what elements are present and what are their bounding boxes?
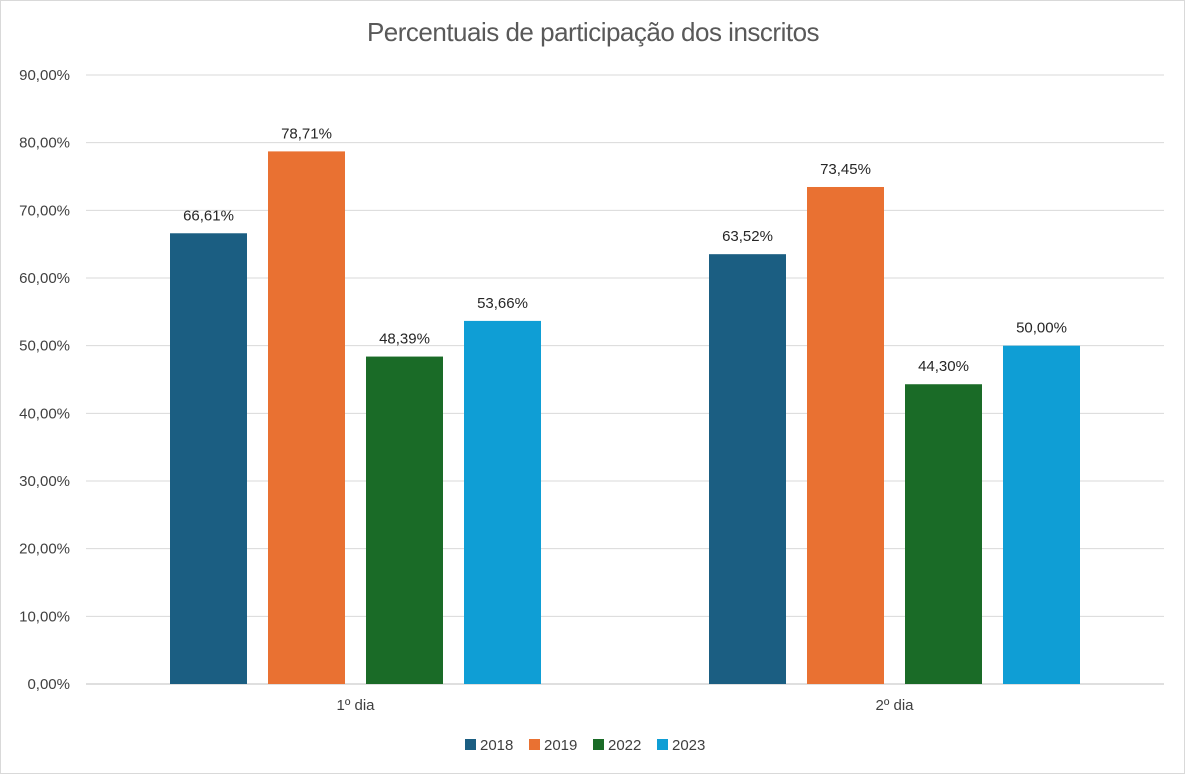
bar-2019-1 bbox=[268, 151, 345, 685]
data-label: 63,52% bbox=[722, 228, 773, 245]
bar-2018-1 bbox=[170, 233, 247, 684]
y-tick-label: 60,00% bbox=[19, 270, 70, 287]
bar-2022-2 bbox=[905, 384, 982, 684]
bar-2022-1 bbox=[366, 356, 443, 684]
legend-label: 2018 bbox=[480, 737, 513, 754]
data-label: 48,39% bbox=[379, 331, 430, 348]
y-tick-label: 20,00% bbox=[19, 541, 70, 558]
x-tick-label: 1º dia bbox=[336, 697, 375, 714]
data-label: 73,45% bbox=[820, 161, 871, 178]
legend-swatch-2022 bbox=[593, 739, 604, 750]
legend: 2018 2019 2022 2023 bbox=[465, 737, 705, 754]
y-axis-ticks: 0,00% 10,00% 20,00% 30,00% 40,00% 50,00% 60,00… bbox=[19, 67, 70, 693]
chart-title: Percentuais de participação dos inscrito… bbox=[367, 17, 820, 47]
legend-label: 2019 bbox=[544, 737, 577, 754]
data-label: 66,61% bbox=[183, 207, 234, 224]
y-tick-label: 40,00% bbox=[19, 405, 70, 422]
gridlines bbox=[86, 74, 1164, 685]
y-tick-label: 80,00% bbox=[19, 135, 70, 152]
bar-2023-1 bbox=[464, 320, 541, 684]
data-label: 44,30% bbox=[918, 358, 969, 375]
data-label: 78,71% bbox=[281, 125, 332, 142]
bar-2023-2 bbox=[1003, 345, 1080, 684]
legend-label: 2022 bbox=[608, 737, 641, 754]
y-tick-label: 70,00% bbox=[19, 202, 70, 219]
x-tick-label: 2º dia bbox=[875, 697, 914, 714]
data-label: 53,66% bbox=[477, 295, 528, 312]
y-tick-label: 10,00% bbox=[19, 608, 70, 625]
legend-swatch-2023 bbox=[657, 739, 668, 750]
bars bbox=[170, 151, 1080, 685]
y-tick-label: 50,00% bbox=[19, 338, 70, 355]
x-axis-ticks: 1º dia 2º dia bbox=[336, 697, 914, 714]
data-labels: 66,61% 78,71% 48,39% 53,66% 63,52% 73,45% 44,3… bbox=[183, 125, 1067, 375]
legend-label: 2023 bbox=[672, 737, 705, 754]
y-tick-label: 0,00% bbox=[27, 676, 70, 693]
legend-swatch-2019 bbox=[529, 739, 540, 750]
y-tick-label: 90,00% bbox=[19, 67, 70, 84]
bar-2018-2 bbox=[709, 254, 786, 684]
legend-swatch-2018 bbox=[465, 739, 476, 750]
data-label: 50,00% bbox=[1016, 320, 1067, 337]
bar-2019-2 bbox=[807, 186, 884, 684]
y-tick-label: 30,00% bbox=[19, 473, 70, 490]
